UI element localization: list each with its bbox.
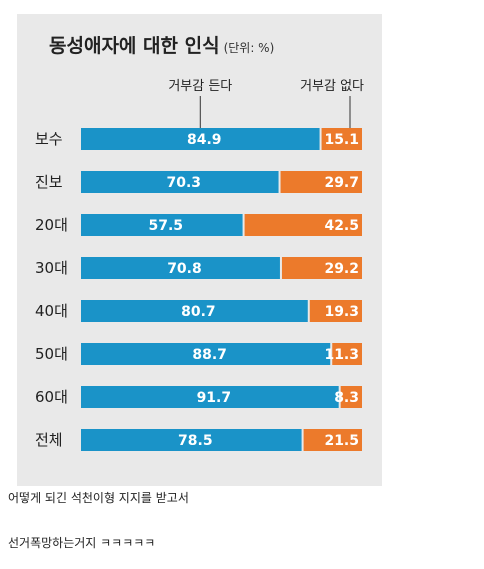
value-label-3-0: 70.8 <box>167 261 202 277</box>
category-label-3: 30대 <box>35 259 68 277</box>
category-label-4: 40대 <box>35 302 68 320</box>
bar-5-0 <box>81 343 331 365</box>
value-label-2-0: 57.5 <box>149 218 184 234</box>
category-label-0: 보수 <box>35 130 63 148</box>
value-label-0-1: 15.1 <box>324 132 359 148</box>
bar-2-1 <box>244 214 362 236</box>
value-label-1-0: 70.3 <box>166 175 201 191</box>
value-label-6-0: 91.7 <box>197 390 232 406</box>
value-label-2-1: 42.5 <box>324 218 359 234</box>
value-label-0-0: 84.9 <box>187 132 222 148</box>
value-label-5-0: 88.7 <box>192 347 227 363</box>
caption-line-1: 어떻게 되긴 석천이형 지지를 받고서 <box>8 491 189 505</box>
legend-label-0: 거부감 든다 <box>168 79 232 94</box>
value-label-5-1: 11.3 <box>324 347 359 363</box>
bar-7-1 <box>303 429 362 451</box>
category-label-1: 진보 <box>35 173 63 191</box>
bar-0-1 <box>321 128 362 150</box>
value-label-7-1: 21.5 <box>324 433 359 449</box>
legend-label-1: 거부감 없다 <box>300 79 364 94</box>
chart-unit: (단위: %) <box>223 41 275 55</box>
bar-1-1 <box>280 171 362 193</box>
bar-4-0 <box>81 300 308 322</box>
bar-3-1 <box>281 257 362 279</box>
value-label-3-1: 29.2 <box>324 261 359 277</box>
bar-0-0 <box>81 128 320 150</box>
category-label-7: 전체 <box>35 431 63 449</box>
category-label-5: 50대 <box>35 345 68 363</box>
value-label-7-0: 78.5 <box>178 433 213 449</box>
category-label-2: 20대 <box>35 216 68 234</box>
bar-3-0 <box>81 257 280 279</box>
chart-title-text: 동성애자에 대한 인식 <box>49 35 220 57</box>
bar-1-0 <box>81 171 279 193</box>
value-label-6-1: 8.3 <box>334 390 359 406</box>
chart-title: 동성애자에 대한 인식 (단위: %) <box>49 31 274 58</box>
value-label-4-0: 80.7 <box>181 304 216 320</box>
value-label-4-1: 19.3 <box>324 304 359 320</box>
bar-7-0 <box>81 429 302 451</box>
bar-2-0 <box>81 214 243 236</box>
bar-5-1 <box>332 343 362 365</box>
bar-4-1 <box>309 300 362 322</box>
value-label-1-1: 29.7 <box>324 175 359 191</box>
caption-line-2: 선거폭망하는거지 ㅋㅋㅋㅋㅋ <box>8 536 156 550</box>
bar-6-0 <box>81 386 339 408</box>
bar-6-1 <box>340 386 362 408</box>
category-label-6: 60대 <box>35 388 68 406</box>
